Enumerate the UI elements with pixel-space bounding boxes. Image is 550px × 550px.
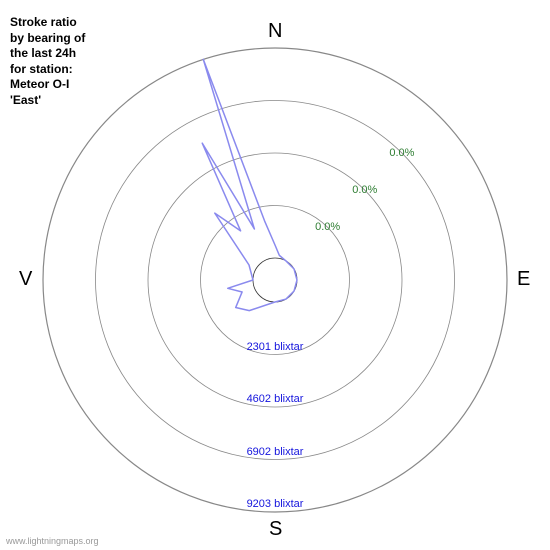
percent-label: 0.0% bbox=[352, 184, 377, 196]
blixtar-label: 9203 blixtar bbox=[247, 498, 304, 510]
percent-label: 0.0% bbox=[389, 147, 414, 159]
blixtar-label: 2301 blixtar bbox=[247, 341, 304, 353]
axis-label-east: E bbox=[517, 268, 530, 291]
percent-label: 0.0% bbox=[315, 221, 340, 233]
blixtar-label: 6902 blixtar bbox=[247, 446, 304, 458]
axis-label-north: N bbox=[268, 20, 282, 43]
blixtar-label: 4602 blixtar bbox=[247, 393, 304, 405]
axis-label-south: S bbox=[269, 518, 282, 541]
footer-link: www.lightningmaps.org bbox=[6, 536, 99, 546]
polar-svg bbox=[0, 0, 550, 550]
polar-chart bbox=[0, 0, 550, 550]
axis-label-west: V bbox=[19, 268, 32, 291]
